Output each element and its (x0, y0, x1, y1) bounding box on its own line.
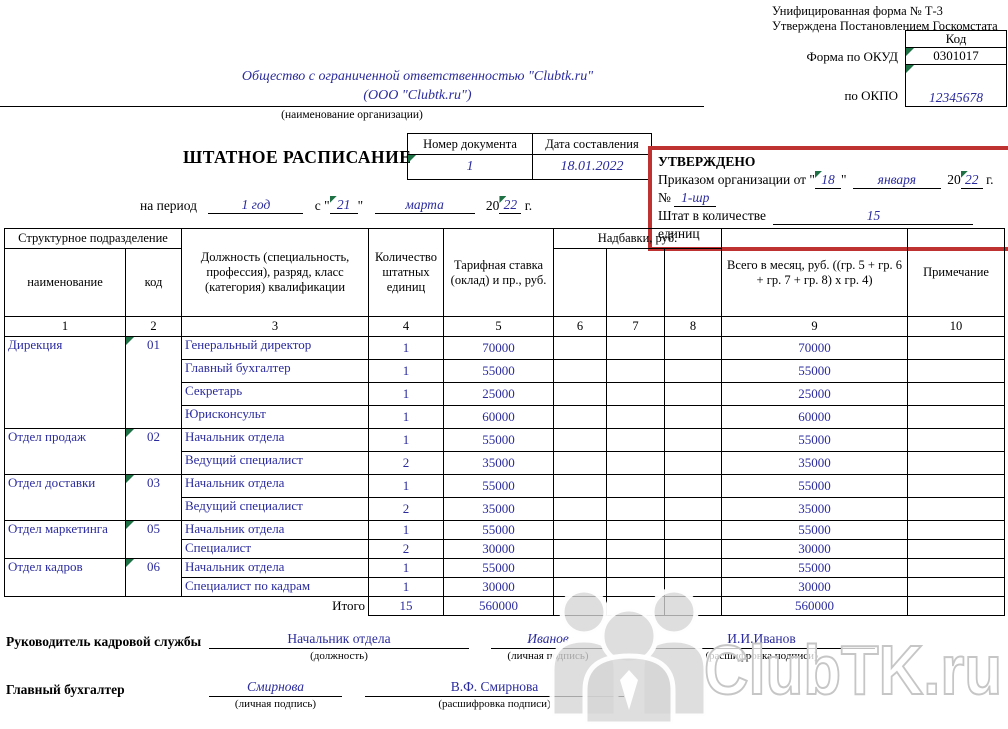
signature-role-label: Руководитель кадровой службы (6, 634, 202, 649)
header-bonus2 (606, 248, 666, 317)
total-units: 15 (368, 596, 445, 616)
signature-position-field: Начальник отдела (должность) (209, 631, 469, 662)
okpo-label: по ОКПО (844, 88, 898, 103)
dept-cell: Отдел кадров (4, 558, 126, 597)
organization-hint: (наименование организации) (281, 109, 423, 121)
table-row: Специалист по кадрам 1 30000 30000 (5, 577, 1006, 597)
total-rate: 560000 (443, 596, 555, 616)
organization-name: Общество с ограниченной ответственностью… (130, 67, 705, 105)
from-prefix: с " (314, 198, 330, 213)
code-box-title: Код (906, 31, 1006, 48)
doc-number-value: 1 (407, 154, 533, 180)
table-row: Отдел продаж 02 Начальник отдела 1 55000… (4, 428, 1006, 475)
approved-num-label: г. № (658, 172, 994, 205)
dept-cell: Отдел доставки (4, 474, 126, 521)
approved-staff-label: Штат в количестве (658, 208, 767, 223)
organization-name-full: Общество с ограниченной ответственностью… (241, 69, 594, 84)
header-bonus3 (664, 248, 723, 317)
doc-date-header: Дата составления (532, 133, 652, 155)
dept-code-cell: 05 (124, 520, 183, 559)
dept-cell: Отдел продаж (4, 428, 126, 475)
dept-cell: Дирекция (4, 336, 126, 429)
period-value: 1 год (208, 196, 304, 214)
total-label: Итого (332, 598, 366, 614)
century: 20 (485, 198, 500, 213)
approved-title: УТВЕРЖДЕНО (658, 154, 756, 169)
header-position: Должность (специальность, профессия), ра… (181, 228, 370, 317)
quote: " (357, 198, 364, 213)
header-bonus1 (553, 248, 608, 317)
signature-sign-field: Иванов (личная подпись) (491, 631, 605, 662)
dept-code-cell: 06 (124, 558, 183, 597)
form-reference-line2: Утверждена Постановлением Госкомстата (772, 19, 998, 33)
year-suffix: г. (524, 198, 533, 213)
cell-marker-icon (126, 475, 134, 483)
dept-code-cell: 02 (124, 428, 183, 475)
code-box: Код 0301017 12345678 (905, 30, 1007, 107)
total-sum: 560000 (721, 596, 909, 616)
signature-row-accountant: Главный бухгалтер Смирнова (личная подпи… (0, 679, 1008, 719)
table-row: Отдел доставки 03 Начальник отдела 1 550… (4, 474, 1006, 521)
cell-marker-icon (126, 521, 134, 529)
signature-row-hr: Руководитель кадровой службы Начальник о… (0, 631, 1008, 671)
cell-marker-icon (814, 171, 822, 178)
header-units: Количество штатных единиц (368, 228, 445, 317)
cell-marker-icon (960, 171, 968, 178)
header-name: наименование (4, 248, 126, 317)
table-row: Дирекция 01 Генеральный директор 1 70000… (4, 336, 1006, 429)
cell-marker-icon (329, 196, 337, 203)
header-bonus: Надбавки, руб. (553, 228, 723, 249)
approved-staff-value: 15 (773, 207, 974, 225)
doc-number-table: Номер документа Дата составления 1 18.01… (407, 133, 652, 180)
cell-marker-icon (126, 337, 134, 345)
cell-marker-icon (126, 429, 134, 437)
header-struct: Структурное подразделение (3, 228, 183, 249)
cell-marker-icon (126, 559, 134, 567)
from-year: 22 (499, 196, 522, 214)
signature-sign-field: Смирнова (личная подпись) (209, 679, 342, 710)
signature-role-label: Главный бухгалтер (6, 682, 125, 697)
table-row: Отдел кадров 06 Начальник отдела 1 55000… (4, 558, 1006, 597)
signature-name-field: И.И.Иванов (расшифровка подписи) (648, 631, 875, 662)
form-reference: Унифицированная форма № Т-3 Утверждена П… (772, 4, 998, 34)
okud-label: Форма по ОКУД (806, 49, 899, 64)
approved-day: 18 (814, 171, 841, 189)
approved-month: января (852, 171, 941, 189)
header-total: Всего в месяц, руб. ((гр. 5 + гр. 6 + гр… (721, 228, 909, 317)
dept-code-cell: 01 (124, 336, 183, 429)
dept-cell: Отдел маркетинга (4, 520, 126, 559)
approved-num-value: 1-шр (674, 189, 717, 207)
from-day: 21 (329, 196, 358, 214)
table-row: Ведущий специалист 2 35000 35000 (5, 451, 1006, 475)
staffing-table: Структурное подразделение Должность (спе… (3, 228, 1006, 616)
period-line: на период 1 год с " 21 " марта 20 22 г. (140, 196, 532, 214)
doc-number-header: Номер документа (407, 133, 533, 155)
okud-value-cell: 0301017 (906, 48, 1006, 65)
okpo-value-cell: 12345678 (906, 65, 1006, 106)
dept-code-cell: 03 (124, 474, 183, 521)
organization-underline (0, 106, 704, 107)
cell-marker-icon (906, 48, 914, 56)
form-reference-line1: Унифицированная форма № Т-3 (772, 4, 943, 18)
table-row: Юрисконсульт 1 60000 60000 (5, 405, 1006, 429)
from-month: марта (374, 196, 475, 214)
doc-date-value: 18.01.2022 (532, 154, 652, 180)
cell-marker-icon (906, 65, 914, 73)
total-row: Итого 15 560000 560000 (5, 596, 1006, 616)
period-label: на период (140, 198, 198, 213)
page-title: ШТАТНОЕ РАСПИСАНИЕ (183, 147, 412, 167)
approved-year: 22 (960, 171, 983, 189)
header-note: Примечание (907, 228, 1006, 317)
organization-name-short: (ООО "Clubtk.ru") (363, 88, 472, 103)
header-rate: Тарифная ставка (оклад) и пр., руб. (443, 228, 555, 317)
cell-marker-icon (499, 196, 507, 203)
table-row: Отдел маркетинга 05 Начальник отдела 1 5… (4, 520, 1006, 559)
approved-order-line: Приказом организации от " 18 " января 20 22… (658, 171, 994, 207)
cell-marker-icon (408, 155, 416, 163)
table-row: Главный бухгалтер 1 55000 55000 (5, 359, 1006, 383)
signature-name-field: В.Ф. Смирнова (расшифровка подписи) (365, 679, 624, 710)
header-code: код (124, 248, 183, 317)
